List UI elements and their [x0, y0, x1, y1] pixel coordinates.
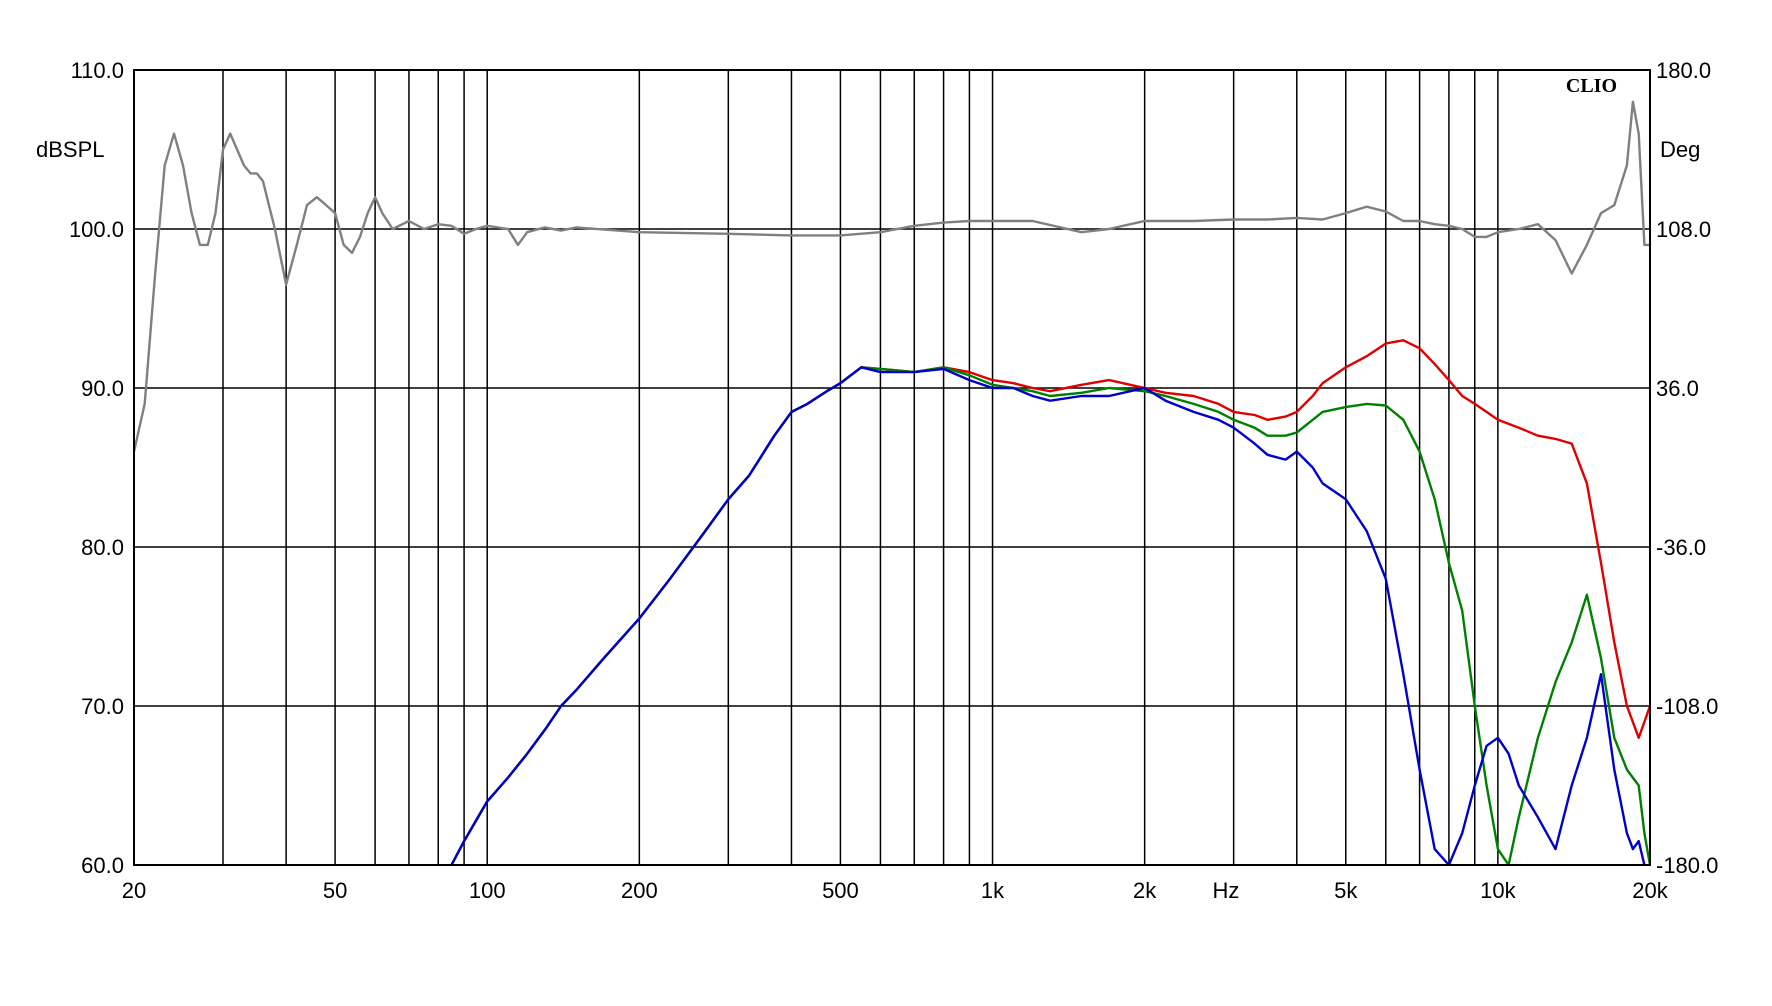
- x-tick-label: 20k: [1632, 878, 1668, 903]
- y-left-axis-label: dBSPL: [36, 137, 105, 162]
- y-left-tick-label: 90.0: [81, 376, 124, 401]
- x-tick-label: 20: [122, 878, 146, 903]
- x-tick-label: 1k: [981, 878, 1005, 903]
- x-tick-label: 100: [469, 878, 506, 903]
- right-axis-ticks: -180.0 -108.0 -36.0 36.0 108.0 180.0: [1656, 58, 1718, 878]
- y-right-tick-label: 108.0: [1656, 217, 1711, 242]
- x-tick-label: 50: [323, 878, 347, 903]
- series-group: [134, 100, 1650, 865]
- y-right-tick-label: -108.0: [1656, 694, 1718, 719]
- y-right-tick-label: 36.0: [1656, 376, 1699, 401]
- x-tick-label: 10k: [1480, 878, 1516, 903]
- y-right-tick-label: -36.0: [1656, 535, 1706, 560]
- plot-frame: [133, 69, 1651, 866]
- x-axis-unit-label: Hz: [1213, 878, 1240, 903]
- series-line-1: [134, 100, 1650, 453]
- series-line-4: [450, 366, 1646, 865]
- y-left-tick-label: 100.0: [69, 217, 124, 242]
- x-tick-label: 2k: [1133, 878, 1157, 903]
- grid: [134, 69, 1651, 866]
- left-axis-ticks: 60.0 70.0 80.0 90.0 100.0 110.0: [69, 58, 124, 878]
- x-axis-ticks: 20 50 100 200 500 1k 2k 5k 10k 20k: [122, 878, 1669, 903]
- y-left-tick-label: 60.0: [81, 853, 124, 878]
- x-tick-label: 500: [822, 878, 859, 903]
- y-left-tick-label: 80.0: [81, 535, 124, 560]
- y-right-tick-label: 180.0: [1656, 58, 1711, 83]
- brand-logo-text: CLIO: [1566, 75, 1617, 97]
- x-tick-label: 200: [621, 878, 658, 903]
- plot-background: [134, 70, 1650, 865]
- y-left-tick-label: 70.0: [81, 694, 124, 719]
- y-left-tick-label: 110.0: [71, 58, 124, 83]
- x-tick-label: 5k: [1334, 878, 1358, 903]
- y-right-tick-label: -180.0: [1656, 853, 1718, 878]
- y-right-axis-label: Deg: [1660, 137, 1700, 162]
